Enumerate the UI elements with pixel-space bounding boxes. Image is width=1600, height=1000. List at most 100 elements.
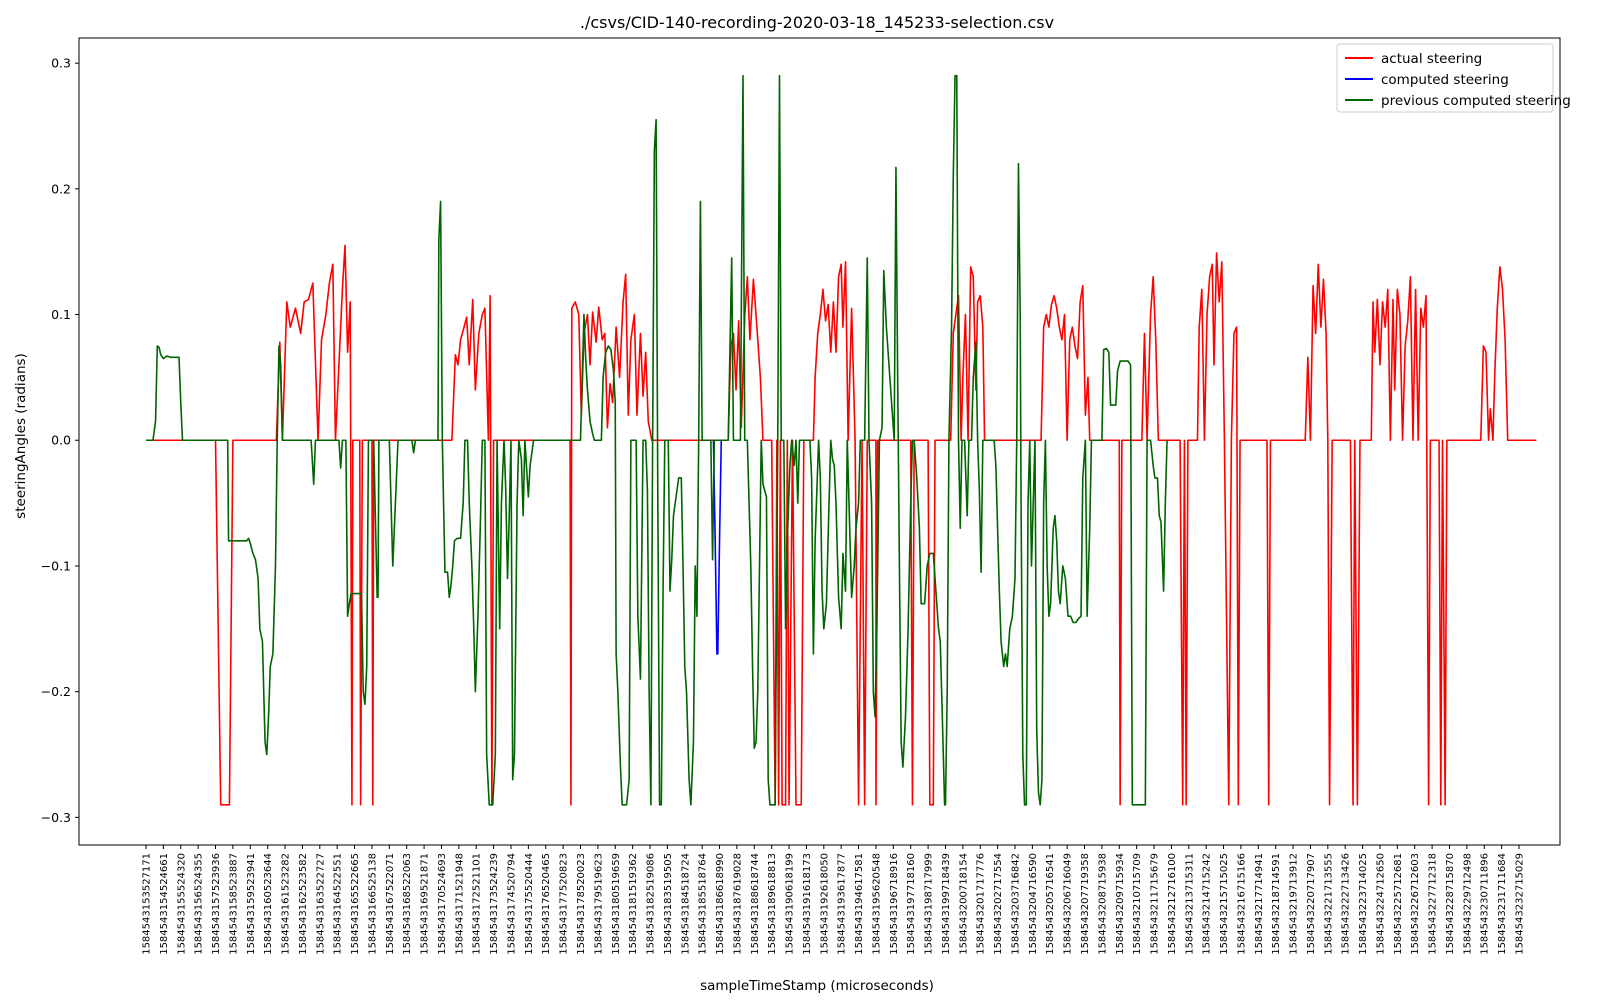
x-tick-label: 1584543156524355 — [194, 853, 205, 955]
y-tick-label: 0.2 — [51, 181, 71, 196]
x-tick-label: 1584543185518764 — [698, 853, 709, 955]
x-tick-label: 1584543223714025 — [1358, 853, 1369, 955]
x-tick-label: 1584543198717999 — [924, 853, 935, 955]
x-tick-label: 1584543195620548 — [871, 853, 882, 955]
x-axis: 1584543153527171 1584543154524661 15845431… — [142, 845, 1526, 955]
x-tick-label: 1584543200718154 — [958, 853, 969, 955]
x-tick-label: 1584543189618813 — [767, 853, 778, 955]
x-tick-label: 1584543224712650 — [1375, 853, 1386, 955]
x-tick-label: 1584543203716842 — [1010, 853, 1021, 955]
x-tick-label: 1584543219713912 — [1289, 853, 1300, 955]
x-tick-label: 1584543228715870 — [1445, 853, 1456, 955]
x-tick-label: 1584543211715679 — [1150, 853, 1161, 955]
x-tick-label: 1584543227712318 — [1428, 853, 1439, 955]
x-tick-label: 1584543175520444 — [524, 853, 535, 955]
x-tick-label: 1584543216715166 — [1236, 853, 1247, 955]
plot-area — [78, 37, 1561, 846]
x-tick-label: 1584543173524239 — [489, 853, 500, 955]
y-tick-label: −0.1 — [41, 558, 71, 573]
y-axis-label: steeringAngles (radians) — [13, 353, 29, 519]
legend-box — [1336, 43, 1554, 113]
x-tick-label: 1584543165522665 — [350, 853, 361, 955]
series-line-actual-steering — [146, 244, 1537, 806]
x-tick-label: 1584543201717776 — [976, 853, 987, 955]
series-line-computed-steering — [712, 440, 723, 655]
x-tick-label: 1584543159523941 — [246, 853, 257, 955]
x-tick-label: 1584543220717907 — [1306, 853, 1317, 955]
series-layer — [146, 74, 1537, 806]
x-tick-label: 1584543194617581 — [854, 853, 865, 955]
x-tick-label: 1584543222713426 — [1341, 853, 1352, 955]
x-tick-label: 1584543218714591 — [1271, 853, 1282, 955]
x-tick-label: 1584543153527171 — [142, 853, 153, 955]
chart-title: ./csvs/CID-140-recording-2020-03-18_1452… — [580, 13, 1054, 33]
x-tick-label: 1584543210715709 — [1132, 853, 1143, 955]
legend-entry: actual steering — [1381, 51, 1482, 67]
x-tick-label: 1584543205716541 — [1045, 853, 1056, 955]
x-tick-label: 1584543154524661 — [159, 853, 170, 955]
x-tick-label: 1584543184518724 — [680, 853, 691, 955]
x-tick-label: 1584543190618199 — [785, 853, 796, 955]
x-tick-label: 1584543186618990 — [715, 853, 726, 955]
x-tick-label: 1584543164522551 — [333, 853, 344, 955]
x-tick-label: 1584543212716100 — [1167, 853, 1178, 955]
x-tick-label: 1584543197718160 — [906, 853, 917, 955]
legend: actual steering computed steering previous… — [1336, 43, 1571, 113]
x-tick-label: 1584543196718916 — [889, 853, 900, 955]
y-axis: −0.3 −0.2 −0.1 0.0 0.1 0.2 0.3 — [41, 56, 79, 825]
x-tick-label: 1584543169521871 — [420, 853, 431, 955]
x-tick-label: 1584543183519505 — [663, 853, 674, 955]
x-tick-label: 1584543180519659 — [611, 853, 622, 955]
y-tick-label: 0.1 — [51, 307, 71, 322]
x-tick-label: 1584543208715938 — [1097, 853, 1108, 955]
x-tick-label: 1584543181519362 — [628, 853, 639, 955]
legend-entry: computed steering — [1381, 72, 1509, 88]
x-tick-label: 1584543171521948 — [454, 853, 465, 955]
x-tick-label: 1584543178520023 — [576, 853, 587, 955]
x-tick-label: 1584543168522063 — [402, 853, 413, 955]
x-tick-label: 1584543162523582 — [298, 853, 309, 955]
x-tick-label: 1584543176520465 — [541, 853, 552, 955]
series-line-previous-computed-steering — [146, 74, 1168, 806]
x-tick-label: 1584543161523282 — [281, 853, 292, 955]
x-tick-label: 1584543160523644 — [263, 853, 274, 955]
x-tick-label: 1584543215715025 — [1219, 853, 1230, 955]
plot-frame — [78, 37, 1561, 846]
x-tick-label: 1584543199718439 — [941, 853, 952, 955]
x-tick-label: 1584543226712603 — [1410, 853, 1421, 955]
x-tick-label: 1584543172521101 — [472, 853, 483, 955]
x-tick-label: 1584543163522727 — [315, 853, 326, 955]
x-tick-label: 1584543206716049 — [1063, 853, 1074, 955]
y-tick-label: 0.3 — [51, 56, 71, 71]
x-tick-label: 1584543232715029 — [1515, 853, 1526, 955]
x-tick-label: 1584543179519623 — [593, 853, 604, 955]
x-tick-label: 1584543193617877 — [837, 853, 848, 955]
x-tick-label: 1584543170524693 — [437, 853, 448, 955]
x-tick-label: 1584543167522071 — [385, 853, 396, 955]
x-tick-label: 1584543202717554 — [993, 853, 1004, 955]
x-tick-label: 1584543217714941 — [1254, 853, 1265, 955]
x-tick-label: 1584543174520794 — [506, 853, 517, 955]
y-tick-label: −0.2 — [41, 684, 71, 699]
x-tick-label: 1584543158523887 — [228, 853, 239, 955]
x-tick-label: 1584543221713555 — [1323, 853, 1334, 955]
x-tick-label: 1584543191618173 — [802, 853, 813, 955]
x-tick-label: 1584543204716590 — [1028, 853, 1039, 955]
x-tick-label: 1584543207719358 — [1080, 853, 1091, 955]
y-tick-label: 0.0 — [51, 433, 71, 448]
y-tick-label: −0.3 — [41, 810, 71, 825]
x-tick-label: 1584543231711684 — [1497, 853, 1508, 955]
title-group: ./csvs/CID-140-recording-2020-03-18_1452… — [580, 13, 1054, 33]
x-tick-label: 1584543188618744 — [750, 853, 761, 955]
x-tick-label: 1584543214715242 — [1202, 853, 1213, 955]
x-tick-label: 1584543192618050 — [819, 853, 830, 955]
x-tick-label: 1584543229712498 — [1462, 853, 1473, 955]
x-tick-label: 1584543155524320 — [176, 853, 187, 955]
x-tick-label: 1584543209715934 — [1115, 853, 1126, 955]
x-tick-label: 1584543166525138 — [367, 853, 378, 955]
x-axis-label: sampleTimeStamp (microseconds) — [700, 978, 934, 994]
x-tick-label: 1584543182519086 — [646, 853, 657, 955]
x-tick-label: 1584543230711896 — [1480, 853, 1491, 955]
legend-entry: previous computed steering — [1381, 93, 1571, 109]
